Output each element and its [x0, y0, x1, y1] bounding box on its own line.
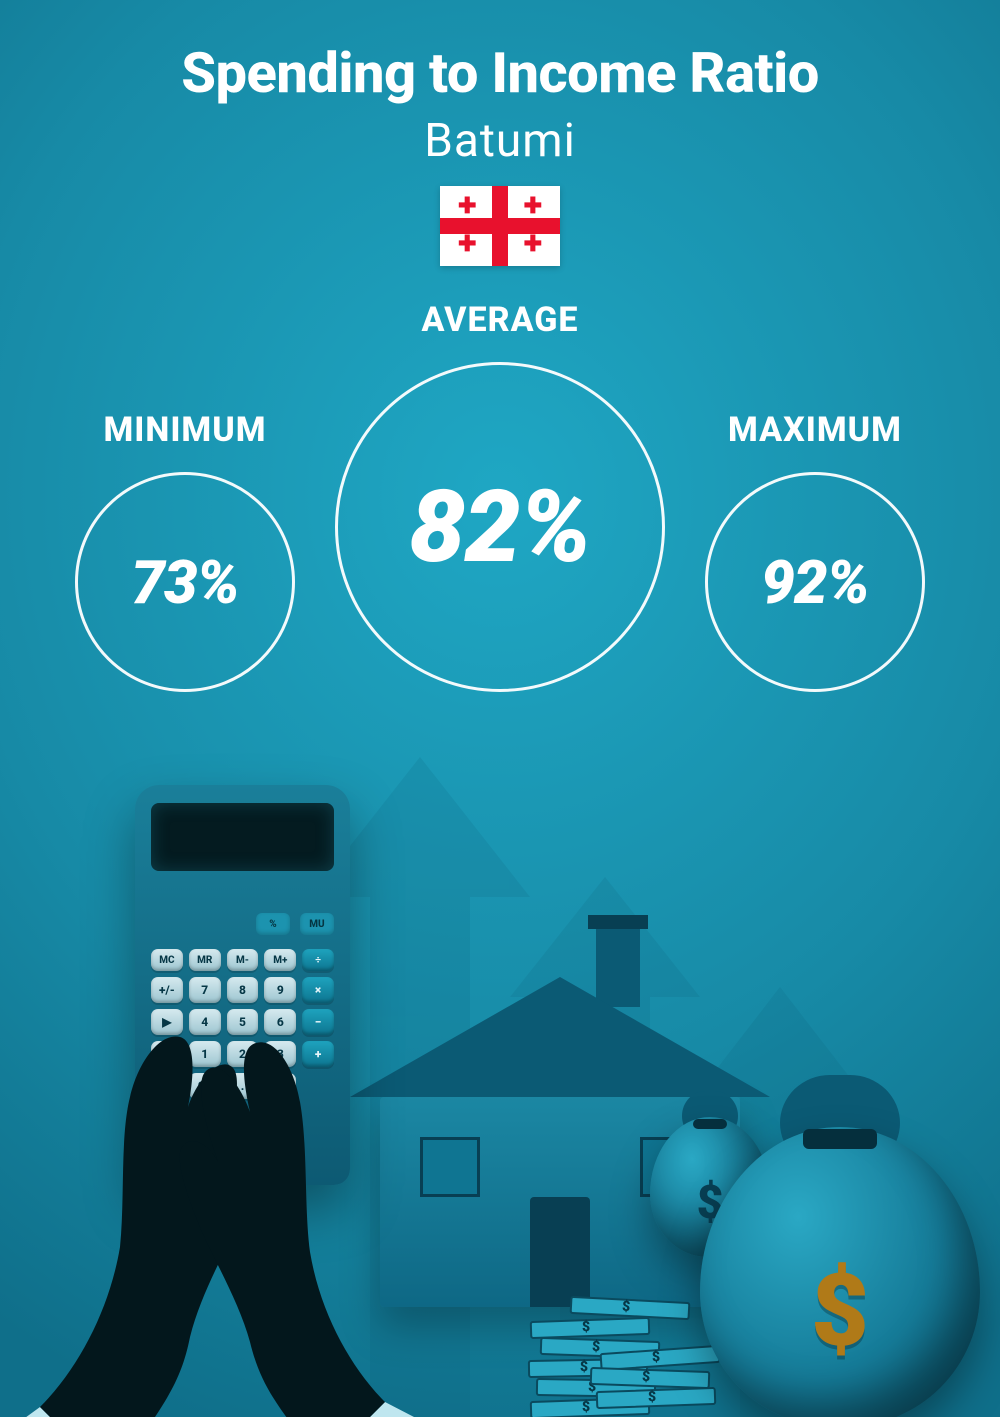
page-title: Spending to Income Ratio: [0, 40, 1000, 106]
stat-value: 73%: [131, 547, 239, 618]
page-subtitle: Batumi: [0, 114, 1000, 168]
calc-key: 6: [264, 1009, 296, 1035]
calc-key: −: [302, 1009, 334, 1035]
stat-average: AVERAGE 82%: [335, 300, 665, 692]
stat-value: 92%: [761, 547, 869, 618]
calc-key: 8: [227, 977, 259, 1003]
calc-key: =: [264, 1073, 296, 1099]
calc-key: ÷: [302, 949, 334, 971]
calc-key: 0: [151, 1073, 183, 1099]
calc-key: C/A: [151, 1041, 183, 1067]
calc-key: %: [256, 913, 290, 935]
calc-key: MU: [300, 913, 334, 935]
calc-key: 7: [189, 977, 221, 1003]
stat-label: MAXIMUM: [728, 410, 902, 450]
header: Spending to Income Ratio Batumi ✚✚ ✚✚: [0, 40, 1000, 270]
calc-key: 1: [189, 1041, 221, 1067]
calculator-screen: [151, 803, 334, 871]
calc-key: ×: [302, 977, 334, 1003]
calc-key: 4: [189, 1009, 221, 1035]
calc-key: .: [227, 1073, 259, 1099]
calc-key: M-: [227, 949, 259, 971]
calc-key: 3: [264, 1041, 296, 1067]
stat-circle: 73%: [75, 472, 295, 692]
calculator-icon: % MU MC MR M-M+ ÷ +/-789× ▶456− C/A123+000.=: [135, 785, 350, 1185]
calc-key: ▶: [151, 1009, 183, 1035]
stat-label: MINIMUM: [103, 410, 266, 450]
calc-key: 9: [264, 977, 296, 1003]
calc-key: +: [302, 1041, 334, 1067]
calc-key: 2: [227, 1041, 259, 1067]
stat-circle: 92%: [705, 472, 925, 692]
calc-key: +/-: [151, 977, 183, 1003]
georgia-flag-icon: ✚✚ ✚✚: [440, 186, 560, 266]
calc-key: 00: [189, 1073, 221, 1099]
calc-key: MC: [151, 949, 183, 971]
stat-circle: 82%: [335, 362, 665, 692]
calc-key: MR: [189, 949, 221, 971]
calc-key: M+: [264, 949, 296, 971]
stat-label: AVERAGE: [421, 300, 578, 340]
calc-key: 5: [227, 1009, 259, 1035]
stat-maximum: MAXIMUM 92%: [705, 410, 925, 692]
stat-value: 82%: [409, 469, 590, 586]
stats-row: MINIMUM 73% AVERAGE 82% MAXIMUM 92%: [0, 300, 1000, 692]
stat-minimum: MINIMUM 73%: [75, 410, 295, 692]
